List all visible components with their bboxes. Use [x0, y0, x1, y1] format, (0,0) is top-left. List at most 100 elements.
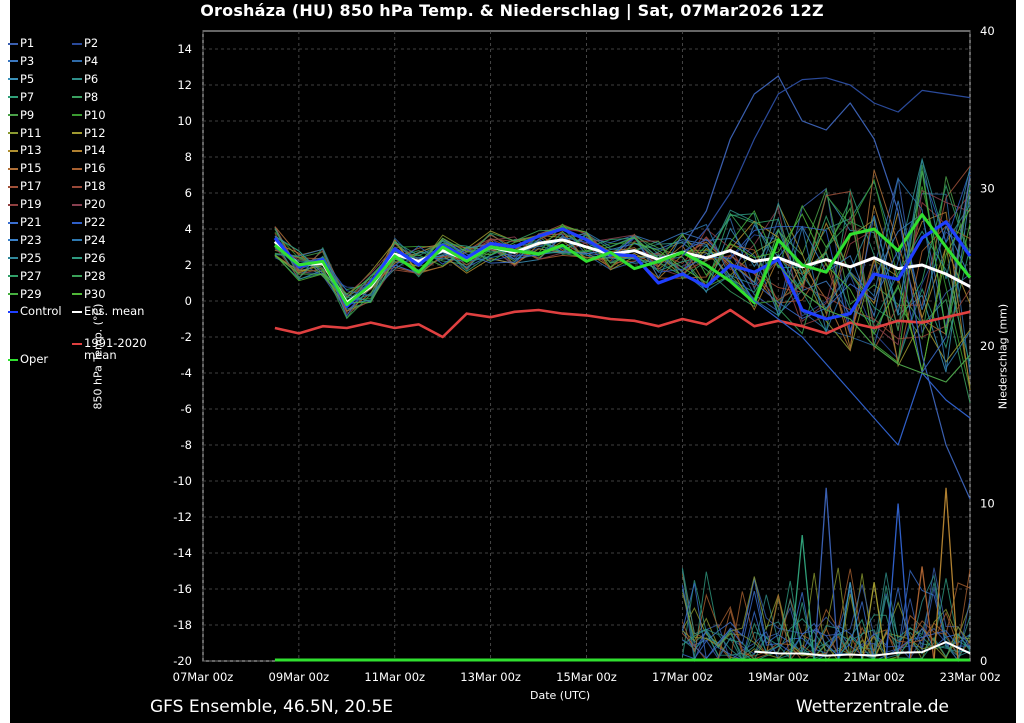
- y-tick-label: 8: [185, 150, 192, 164]
- y2-tick-label: 10: [980, 497, 995, 511]
- footer-site: Wetterzentrale.de: [795, 697, 949, 717]
- x-tick-label: 13Mar 00z: [460, 670, 521, 684]
- y-tick-label: 14: [177, 42, 192, 56]
- legend-swatch: [72, 185, 82, 188]
- legend-swatch: [8, 96, 18, 99]
- y-tick-label: 12: [177, 78, 192, 92]
- y-axis-label-right: Niederschlag (mm): [996, 303, 1010, 410]
- x-tick-label: 23Mar 00z: [940, 670, 1001, 684]
- footer-source: GFS Ensemble, 46.5N, 20.5E: [150, 697, 393, 717]
- legend-item: P16: [72, 162, 106, 175]
- legend-label: P9: [20, 107, 35, 122]
- precip-spike-p7: [789, 534, 815, 662]
- legend-swatch: [72, 257, 82, 260]
- x-axis-label: Date (UTC): [530, 689, 591, 702]
- legend-swatch: [8, 60, 18, 63]
- legend-label: P8: [84, 89, 99, 104]
- chart-legend: P1 P2 P3 P4 P5 P6 P7 P8 P9 P10 P11 P12 P13 P14 P15 P16 P…: [0, 0, 160, 380]
- legend-item: P23: [8, 233, 42, 247]
- legend-item: P15: [8, 162, 42, 175]
- mean-precip-line: [754, 641, 971, 657]
- legend-label: P5: [20, 71, 35, 86]
- precip-spike-p14: [933, 487, 959, 662]
- x-tick-label: 11Mar 00z: [364, 670, 425, 684]
- legend-item: P13: [8, 144, 42, 157]
- legend-swatch: [8, 358, 18, 361]
- legend-label: P10: [84, 107, 106, 122]
- x-tick-label: 07Mar 00z: [173, 670, 234, 684]
- legend-swatch: [8, 239, 18, 242]
- legend-item: P11: [8, 125, 42, 140]
- legend-item: P17: [8, 180, 42, 193]
- y-tick-label: 0: [185, 294, 192, 308]
- legend-item: 1991-2020 mean: [72, 337, 147, 361]
- legend-label: P12: [84, 125, 106, 140]
- legend-item: P28: [72, 268, 106, 283]
- legend-label: P1: [20, 36, 35, 50]
- legend-swatch: [8, 114, 18, 117]
- legend-label: P3: [20, 53, 35, 68]
- ensemble-member-line: [274, 170, 971, 364]
- legend-label: P25: [20, 250, 42, 265]
- legend-swatch: [8, 167, 18, 170]
- legend-label: P27: [20, 268, 42, 283]
- legend-swatch: [8, 78, 18, 81]
- legend-swatch: [72, 275, 82, 278]
- legend-swatch: [72, 239, 82, 242]
- legend-swatch: [72, 149, 82, 152]
- legend-item: P5: [8, 71, 35, 86]
- series-line-p2: [681, 77, 971, 257]
- legend-label: P29: [20, 286, 42, 301]
- legend-label: P7: [20, 89, 35, 104]
- legend-item: P27: [8, 268, 42, 283]
- precip-spike-p16: [909, 566, 935, 662]
- legend-item: P21: [8, 216, 42, 229]
- y-tick-label: 2: [185, 258, 192, 272]
- y2-tick-label: 20: [980, 339, 995, 353]
- legend-swatch: [8, 293, 18, 296]
- legend-item: P30: [72, 287, 106, 301]
- series-line-p9: [777, 264, 971, 383]
- legend-swatch: [8, 221, 18, 224]
- precip-member-line: [682, 572, 971, 658]
- legend-swatch: [8, 257, 18, 260]
- legend-item: P10: [72, 107, 106, 122]
- legend-item: P26: [72, 251, 106, 265]
- precip-spike-p1: [813, 487, 839, 662]
- legend-item: P9: [8, 107, 35, 122]
- precip-spike-p12: [861, 582, 887, 662]
- legend-item: P2: [72, 37, 98, 50]
- legend-swatch: [72, 293, 82, 296]
- legend-swatch: [8, 310, 18, 313]
- legend-label: Oper: [20, 352, 49, 366]
- y-axis-label-left: 850 hPa Temp. (°C): [91, 303, 105, 410]
- precip-member-line: [681, 582, 971, 661]
- legend-label: Control: [20, 304, 62, 318]
- precip-member-line: [681, 567, 971, 660]
- x-tick-label: 17Mar 00z: [652, 670, 713, 684]
- legend-label: P28: [84, 268, 106, 283]
- legend-swatch: [8, 185, 18, 188]
- legend-item: P14: [72, 144, 106, 157]
- legend-item: P7: [8, 89, 35, 104]
- legend-item: P6: [72, 71, 99, 86]
- precip-member-line: [682, 569, 971, 662]
- series-line-control: [273, 220, 972, 321]
- legend-item: P25: [8, 250, 42, 265]
- series-line-p22: [729, 264, 971, 446]
- legend-item: P18: [72, 180, 106, 193]
- legend-swatch: [8, 132, 18, 134]
- ensemble-member-line: [274, 169, 971, 352]
- legend-label: P14: [84, 143, 106, 158]
- x-tick-label: 09Mar 00z: [269, 670, 330, 684]
- right-frame-border: [1016, 0, 1024, 723]
- legend-label: P11: [20, 125, 42, 140]
- legend-item: P19: [8, 198, 42, 211]
- legend-swatch: [8, 203, 18, 206]
- legend-swatch: [72, 310, 82, 313]
- legend-label: P24: [84, 232, 106, 247]
- ensemble-member-line: [274, 159, 971, 314]
- legend-label: P20: [84, 197, 106, 212]
- legend-swatch: [72, 60, 82, 63]
- legend-label: P6: [84, 71, 99, 86]
